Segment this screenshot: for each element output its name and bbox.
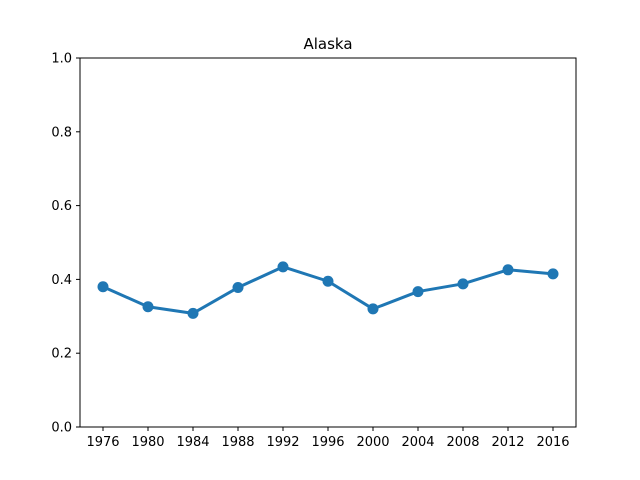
data-point: [232, 282, 244, 294]
y-tick-label: 0.2: [51, 347, 72, 362]
plot-frame: [79, 57, 577, 428]
data-point: [187, 307, 199, 319]
data-point: [142, 301, 154, 313]
x-tick-label: 2000: [356, 435, 389, 450]
data-point: [502, 264, 514, 276]
x-tick-label: 2008: [446, 435, 479, 450]
data-point: [412, 286, 424, 298]
x-tick-label: 1996: [311, 435, 344, 450]
series-layer: [97, 261, 559, 319]
data-point: [97, 281, 109, 293]
axes: 0.0 0.2 0.4 0.6 0.8 1.0 1976 1980 1984 1988 1992 19…: [51, 52, 577, 450]
chart-title: Alaska: [303, 35, 352, 53]
y-tick-label: 0.6: [51, 199, 72, 214]
x-tick-label: 2016: [536, 435, 569, 450]
x-tick-label: 1980: [131, 435, 164, 450]
data-point: [367, 303, 379, 315]
data-point: [457, 278, 469, 290]
x-tick-label: 1988: [221, 435, 254, 450]
x-tick-label: 2004: [401, 435, 434, 450]
data-point: [277, 261, 289, 273]
data-point: [322, 275, 334, 287]
y-tick-label: 0.0: [51, 421, 72, 436]
y-tick-label: 0.4: [51, 273, 72, 288]
x-tick-label: 1984: [176, 435, 209, 450]
data-point: [547, 268, 559, 280]
x-tick-label: 2012: [491, 435, 524, 450]
y-tick-label: 0.8: [51, 125, 72, 140]
x-tick-label: 1976: [86, 435, 119, 450]
x-tick-label: 1992: [266, 435, 299, 450]
y-tick-label: 1.0: [51, 52, 72, 67]
series-line: [101, 265, 555, 315]
